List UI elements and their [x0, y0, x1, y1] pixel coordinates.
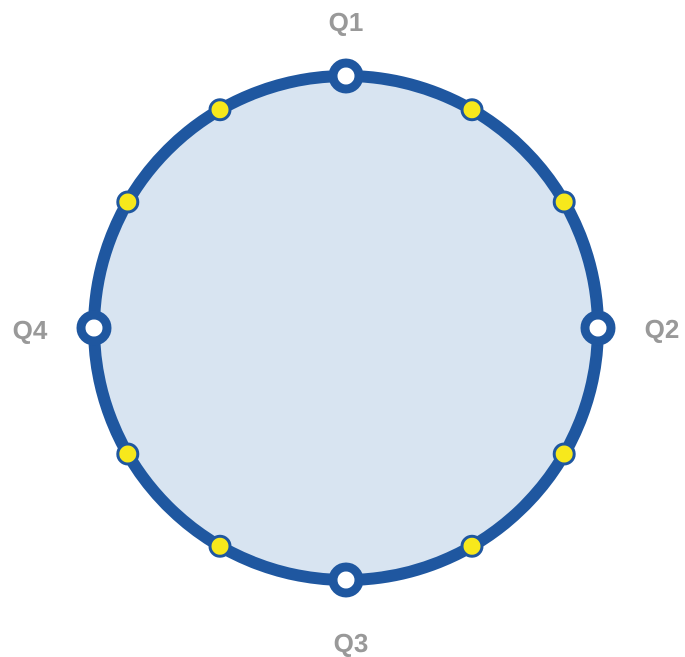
quarter-markers: [76, 58, 616, 598]
quarter-label-q4: Q4: [13, 315, 48, 345]
quarter-marker-q4: [76, 310, 112, 346]
quarter-marker-q1: [328, 58, 364, 94]
month-marker-7: [116, 190, 140, 214]
month-marker-8: [208, 98, 232, 122]
month-marker-2: [552, 190, 576, 214]
quarter-marker-q3: [328, 562, 364, 598]
quarter-label-q1: Q1: [329, 7, 364, 37]
month-marker-6: [116, 442, 140, 466]
month-marker-3: [552, 442, 576, 466]
quarter-label-q2: Q2: [645, 314, 680, 344]
month-markers: [116, 98, 576, 558]
quarter-marker-q2: [580, 310, 616, 346]
cycle-ring: [88, 70, 604, 586]
quarter-label-q3: Q3: [334, 628, 369, 657]
month-marker-1: [460, 98, 484, 122]
month-marker-4: [460, 534, 484, 558]
month-marker-5: [208, 534, 232, 558]
